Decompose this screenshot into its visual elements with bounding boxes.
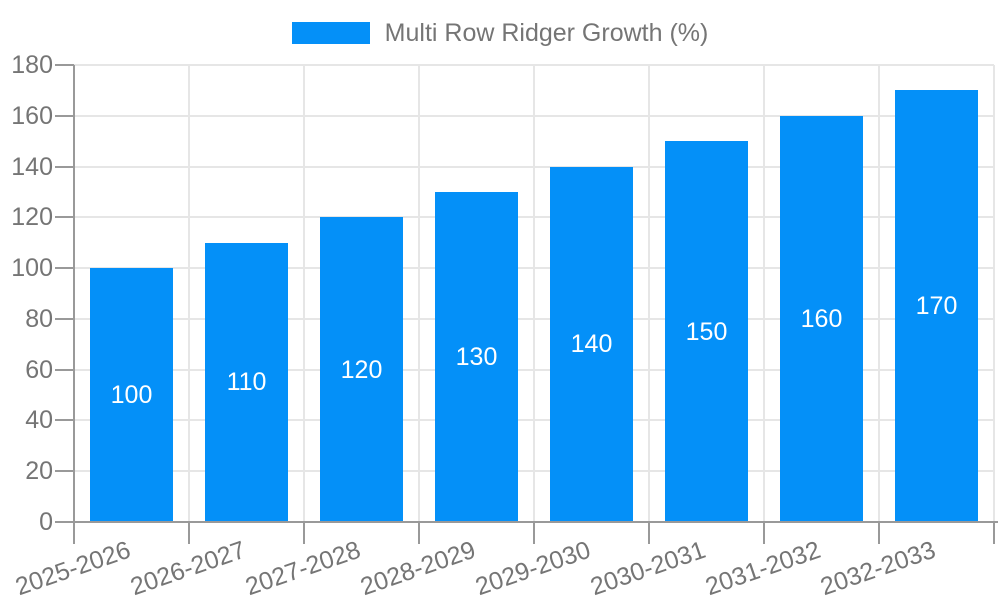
y-tick-label: 160 bbox=[11, 101, 53, 130]
x-axis-tick bbox=[303, 522, 305, 544]
y-tick-label: 80 bbox=[25, 304, 53, 333]
x-tick-label: 2026-2027 bbox=[126, 535, 250, 600]
y-axis-tick bbox=[55, 521, 74, 523]
x-tick-label: 2028-2029 bbox=[356, 535, 480, 600]
bar-value-label: 100 bbox=[110, 381, 153, 410]
x-axis-tick bbox=[188, 522, 190, 544]
y-axis-tick bbox=[55, 216, 74, 219]
x-tick-label: 2029-2030 bbox=[471, 535, 595, 600]
bar[interactable]: 110 bbox=[205, 242, 288, 522]
y-tick-label: 40 bbox=[25, 406, 53, 435]
bar-value-label: 120 bbox=[340, 355, 383, 384]
x-tick-label: 2025-2026 bbox=[11, 535, 135, 600]
y-tick-label: 0 bbox=[39, 508, 53, 536]
x-tick-label: 2032-2033 bbox=[816, 535, 940, 600]
bar[interactable]: 100 bbox=[90, 268, 173, 522]
x-axis-tick bbox=[648, 522, 650, 544]
y-tick-label: 100 bbox=[11, 254, 53, 283]
y-axis-tick bbox=[55, 419, 74, 422]
x-gridline bbox=[763, 65, 765, 522]
x-axis-tick bbox=[763, 522, 765, 544]
bar[interactable]: 150 bbox=[665, 141, 748, 522]
y-tick-label: 60 bbox=[25, 355, 53, 384]
y-axis-tick bbox=[55, 64, 74, 66]
x-gridline bbox=[303, 65, 305, 522]
y-tick-label: 180 bbox=[11, 51, 53, 79]
legend-label: Multi Row Ridger Growth (%) bbox=[384, 19, 709, 47]
bar-value-label: 170 bbox=[915, 292, 958, 321]
x-gridline bbox=[648, 65, 650, 522]
x-tick-label: 2027-2028 bbox=[241, 535, 365, 600]
x-gridline bbox=[418, 65, 420, 522]
y-tick-label: 20 bbox=[25, 457, 53, 486]
bar[interactable]: 160 bbox=[780, 115, 863, 522]
bar-value-label: 160 bbox=[800, 304, 843, 333]
x-axis-tick bbox=[533, 522, 535, 544]
bar[interactable]: 140 bbox=[550, 166, 633, 522]
y-axis-tick bbox=[55, 267, 74, 270]
x-gridline bbox=[188, 65, 190, 522]
y-tick-label: 120 bbox=[11, 203, 53, 232]
y-axis-tick bbox=[55, 368, 74, 371]
bar[interactable]: 130 bbox=[435, 191, 518, 522]
bar-value-label: 150 bbox=[685, 317, 728, 346]
x-gridline bbox=[533, 65, 535, 522]
bar-value-label: 130 bbox=[455, 342, 498, 371]
bar-value-label: 110 bbox=[226, 368, 267, 397]
x-axis-tick bbox=[993, 522, 995, 544]
x-gridline bbox=[878, 65, 880, 522]
y-axis-line bbox=[73, 65, 75, 522]
x-axis-tick bbox=[878, 522, 880, 544]
y-axis-tick bbox=[55, 114, 74, 117]
bar[interactable]: 170 bbox=[895, 90, 978, 522]
y-tick-label: 140 bbox=[11, 152, 53, 181]
y-axis-tick bbox=[55, 165, 74, 168]
bar-value-label: 140 bbox=[570, 330, 613, 359]
chart-legend[interactable]: Multi Row Ridger Growth (%) bbox=[0, 20, 1000, 46]
x-axis-line bbox=[74, 521, 998, 523]
x-tick-label: 2030-2031 bbox=[586, 535, 710, 600]
x-axis-tick bbox=[418, 522, 420, 544]
x-tick-label: 2031-2032 bbox=[701, 535, 825, 600]
y-axis-tick bbox=[55, 470, 74, 473]
x-gridline bbox=[993, 65, 995, 522]
legend-swatch bbox=[291, 22, 370, 44]
bar[interactable]: 120 bbox=[320, 217, 403, 522]
x-axis-tick bbox=[73, 522, 75, 544]
y-axis-tick bbox=[55, 317, 74, 320]
